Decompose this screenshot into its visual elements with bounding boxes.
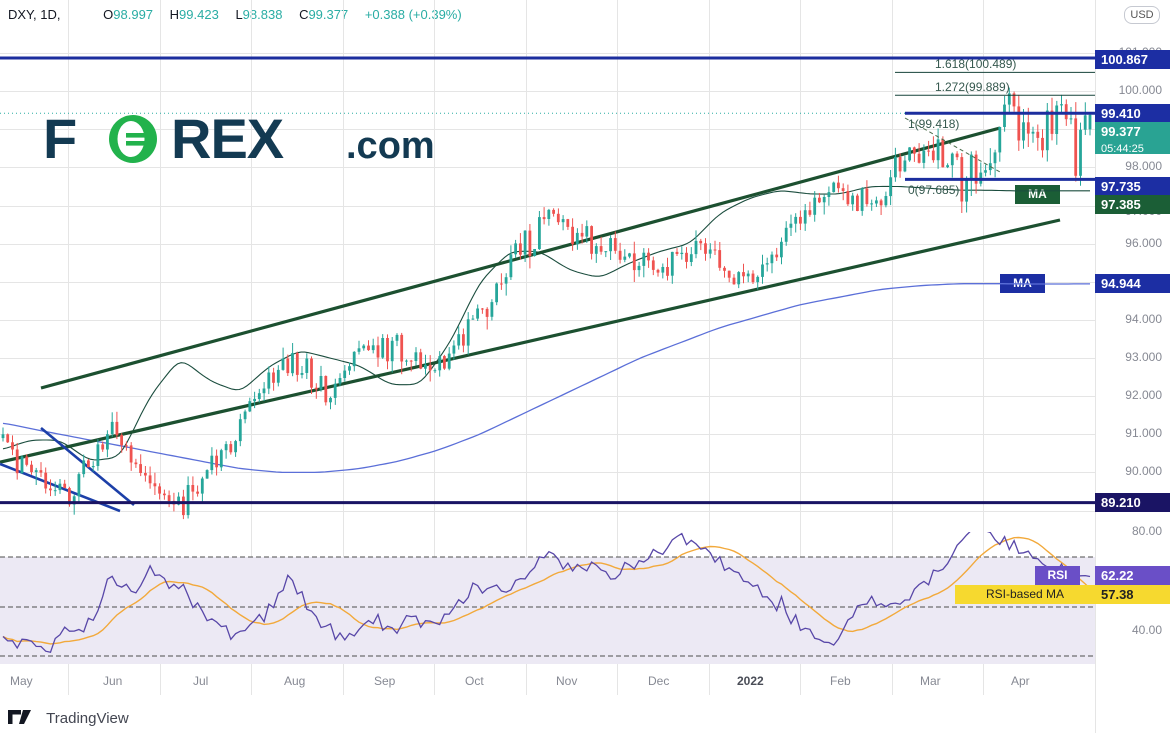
svg-text:1.618(100.489): 1.618(100.489) <box>935 57 1016 71</box>
svg-text:1.272(99.889): 1.272(99.889) <box>935 80 1010 94</box>
svg-text:1(99.418): 1(99.418) <box>908 117 959 131</box>
svg-text:0(97.685): 0(97.685) <box>908 183 959 197</box>
